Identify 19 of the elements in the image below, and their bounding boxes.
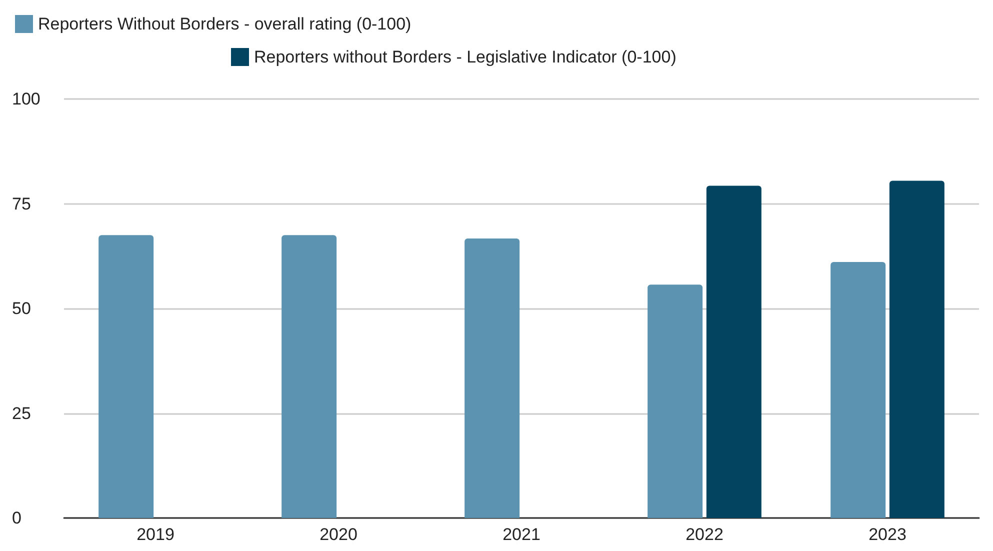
bar <box>889 180 944 518</box>
bar <box>830 262 886 518</box>
x-tick-label: 2022 <box>686 525 724 544</box>
bar <box>648 284 703 518</box>
y-tick-label: 25 <box>12 404 31 423</box>
bar <box>98 235 154 518</box>
bar <box>706 186 762 518</box>
x-tick-label: 2020 <box>320 525 358 544</box>
y-tick-label: 75 <box>12 194 31 214</box>
x-tick-label: 2019 <box>136 525 174 544</box>
y-tick-label: 0 <box>12 508 22 528</box>
y-tick-label: 100 <box>12 90 40 108</box>
x-tick-label: 2023 <box>868 525 906 544</box>
x-tick-label: 2021 <box>502 525 540 544</box>
legend-label: Reporters without Borders - Legislative Indicator (0-100) <box>254 48 676 66</box>
legend-label: Reporters Without Borders - overall rating (0-100) <box>38 14 412 34</box>
y-tick-label: 50 <box>12 299 31 318</box>
bar <box>464 238 520 518</box>
bar <box>282 235 337 518</box>
